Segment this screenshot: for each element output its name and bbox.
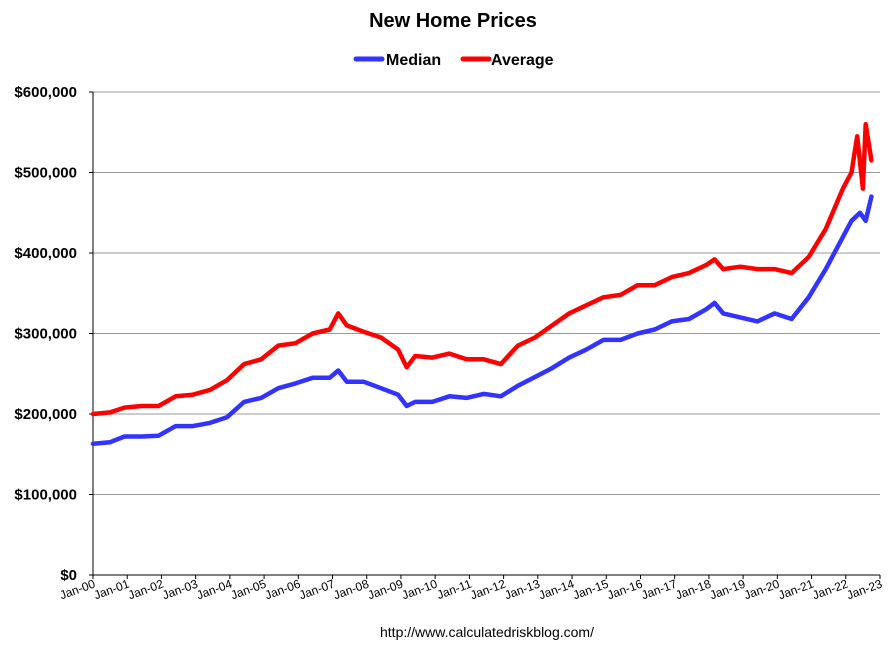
y-tick-label: $400,000 — [14, 245, 77, 262]
y-tick-label: $200,000 — [14, 406, 77, 423]
series-line-average — [90, 121, 874, 417]
legend-label-average: Average — [491, 52, 554, 69]
x-tick-label: Jan-23 — [845, 577, 885, 603]
gridlines — [89, 91, 880, 576]
legend-label-median: Median — [386, 52, 441, 69]
y-tick-label: $0 — [60, 567, 77, 584]
series-lines — [90, 121, 874, 447]
source-url: http://www.calculatedriskblog.com/ — [380, 624, 594, 640]
chart-title: New Home Prices — [369, 10, 537, 32]
legend: Median Average — [353, 52, 554, 69]
x-tick-label: Jan-10 — [400, 577, 440, 603]
y-tick-label: $300,000 — [14, 326, 77, 343]
y-tick-label: $100,000 — [14, 487, 77, 504]
y-tick-label: $500,000 — [14, 165, 77, 182]
y-tick-label: $600,000 — [14, 84, 77, 101]
y-axis-ticks: $0 $100,000 $200,000 $300,000 $400,000 $500,0… — [14, 84, 77, 584]
series-line-median — [90, 194, 874, 447]
x-axis-ticks: Jan-00Jan-01Jan-02Jan-03Jan-04Jan-05Jan-… — [58, 575, 885, 603]
